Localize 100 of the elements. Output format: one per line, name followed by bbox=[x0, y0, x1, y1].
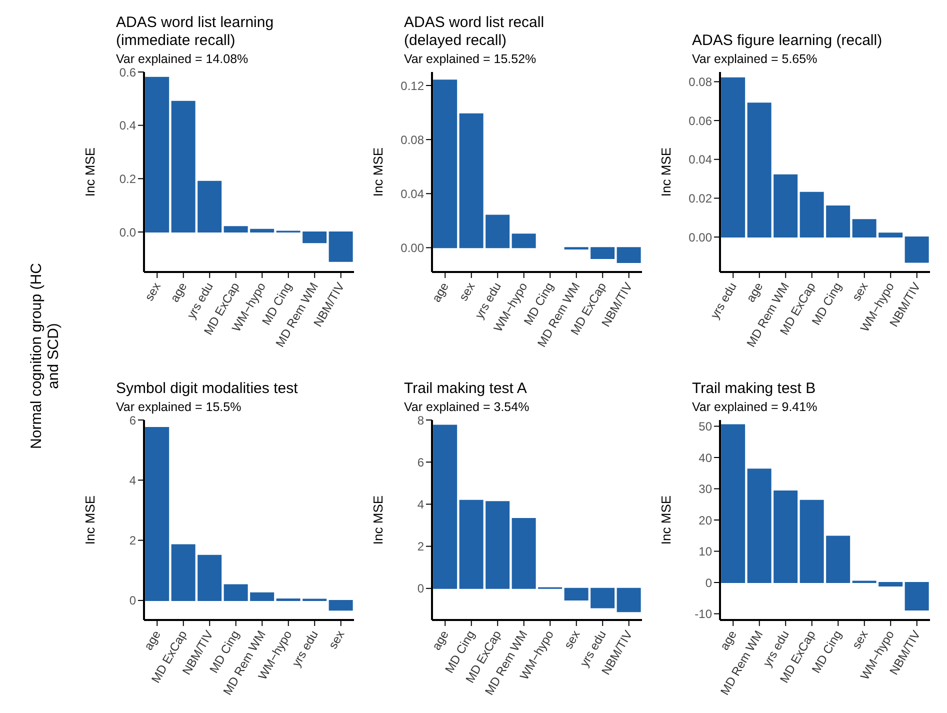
x-tick-label: sex bbox=[456, 280, 478, 304]
x-tick-label: age bbox=[429, 280, 452, 304]
bar bbox=[616, 247, 641, 264]
y-tick-label: 0.0 bbox=[119, 225, 136, 240]
x-tick-label: age bbox=[717, 628, 740, 652]
x-tick-label: age bbox=[168, 280, 190, 304]
y-tick-label: 0.12 bbox=[400, 78, 424, 93]
y-tick-label: 0.04 bbox=[688, 152, 712, 167]
x-tick-label: age bbox=[429, 628, 452, 652]
y-tick-label: 0.00 bbox=[400, 240, 424, 255]
bar bbox=[171, 544, 196, 601]
y-tick-label: 4 bbox=[129, 473, 136, 488]
chart-title: Symbol digit modalities test bbox=[116, 380, 299, 398]
bar bbox=[486, 214, 510, 248]
y-axis-title: Inc MSE bbox=[82, 147, 98, 197]
bar bbox=[774, 490, 798, 583]
bar bbox=[145, 427, 170, 601]
bar bbox=[433, 80, 458, 248]
bar bbox=[826, 205, 850, 238]
bar bbox=[826, 536, 850, 583]
y-tick-label: 0 bbox=[129, 594, 136, 608]
x-tick-label: age bbox=[744, 280, 766, 304]
y-tick-label: 0.08 bbox=[688, 74, 712, 89]
bar bbox=[250, 228, 274, 232]
x-tick-label: sex bbox=[561, 628, 583, 652]
bar bbox=[145, 76, 170, 232]
bar bbox=[328, 600, 353, 611]
bar bbox=[224, 226, 248, 232]
y-tick-label: 0.08 bbox=[400, 132, 424, 147]
chart-title: ADAS word list learning (immediate recall) bbox=[116, 14, 275, 50]
y-tick-label: 6 bbox=[417, 455, 424, 470]
bar bbox=[800, 192, 824, 238]
y-tick-label: 0.6 bbox=[119, 65, 136, 80]
y-tick-label: 0.06 bbox=[688, 114, 712, 128]
chart-subtitle: Var explained = 15.52% bbox=[404, 52, 538, 66]
bar bbox=[721, 77, 746, 238]
chart-title: Trail making test B bbox=[692, 380, 817, 398]
y-tick-label: 0 bbox=[417, 582, 424, 596]
bar bbox=[328, 232, 353, 262]
y-tick-label: 20 bbox=[698, 513, 712, 528]
y-tick-label: 10 bbox=[698, 544, 712, 559]
bar bbox=[512, 234, 536, 248]
bar bbox=[747, 102, 772, 238]
y-tick-label: 8 bbox=[417, 413, 424, 428]
bar bbox=[616, 588, 641, 612]
y-tick-label: 50 bbox=[698, 420, 712, 434]
y-tick-label: -10 bbox=[694, 607, 712, 622]
bar bbox=[878, 582, 903, 586]
bar bbox=[774, 174, 798, 238]
y-tick-label: 0.2 bbox=[119, 172, 136, 186]
chart-title: ADAS figure learning (recall) bbox=[692, 32, 884, 50]
y-axis-title: Inc MSE bbox=[658, 495, 674, 545]
bar bbox=[459, 500, 484, 589]
y-axis-title: Inc MSE bbox=[370, 147, 386, 197]
bar bbox=[590, 247, 615, 259]
y-axis-title: Inc MSE bbox=[82, 495, 98, 545]
chart-subtitle: Var explained = 9.41% bbox=[692, 400, 818, 414]
bar bbox=[590, 588, 615, 608]
x-tick-label: sex bbox=[142, 280, 164, 304]
y-axis-title: Inc MSE bbox=[370, 495, 386, 545]
y-tick-label: 0.02 bbox=[688, 191, 712, 206]
x-tick-label: sex bbox=[326, 628, 348, 652]
bar bbox=[302, 232, 327, 244]
chart-subtitle: Var explained = 3.54% bbox=[404, 400, 530, 414]
bar bbox=[198, 554, 222, 601]
bar bbox=[800, 500, 824, 583]
bar bbox=[904, 236, 929, 263]
bar bbox=[171, 100, 196, 232]
bar bbox=[852, 219, 876, 238]
y-axis-title: Inc MSE bbox=[658, 147, 674, 197]
bar bbox=[904, 582, 929, 610]
bar bbox=[224, 584, 248, 601]
chart-subtitle: Var explained = 14.08% bbox=[116, 52, 250, 66]
y-tick-label: 2 bbox=[129, 534, 136, 548]
y-tick-label: 2 bbox=[417, 540, 424, 554]
x-tick-label: yrs edu bbox=[708, 280, 740, 322]
bar bbox=[198, 180, 222, 232]
bar bbox=[486, 501, 510, 589]
y-tick-label: 30 bbox=[698, 482, 712, 496]
y-tick-label: 0.04 bbox=[400, 186, 424, 201]
bar bbox=[459, 113, 484, 248]
bar bbox=[564, 588, 588, 600]
y-tick-label: 0.00 bbox=[688, 230, 712, 244]
y-tick-label: 6 bbox=[129, 413, 136, 428]
chart-subtitle: Var explained = 15.5% bbox=[116, 400, 242, 414]
text: Normal cognition group (HC and SCD) bbox=[28, 262, 62, 451]
bar bbox=[512, 518, 536, 589]
y-tick-label: 4 bbox=[417, 497, 424, 512]
bar bbox=[878, 232, 903, 238]
x-tick-label: age bbox=[141, 628, 164, 652]
y-tick-label: 40 bbox=[698, 450, 712, 465]
y-tick-label: 0 bbox=[705, 576, 712, 590]
bar bbox=[250, 592, 274, 601]
bar bbox=[433, 424, 458, 589]
chart-subtitle: Var explained = 5.65% bbox=[692, 52, 818, 66]
bar bbox=[747, 468, 772, 583]
bar bbox=[721, 424, 746, 583]
chart-title: Trail making test A bbox=[404, 380, 528, 398]
y-tick-label: 0.4 bbox=[119, 118, 136, 133]
chart-title: ADAS word list recall (delayed recall) bbox=[404, 14, 546, 50]
